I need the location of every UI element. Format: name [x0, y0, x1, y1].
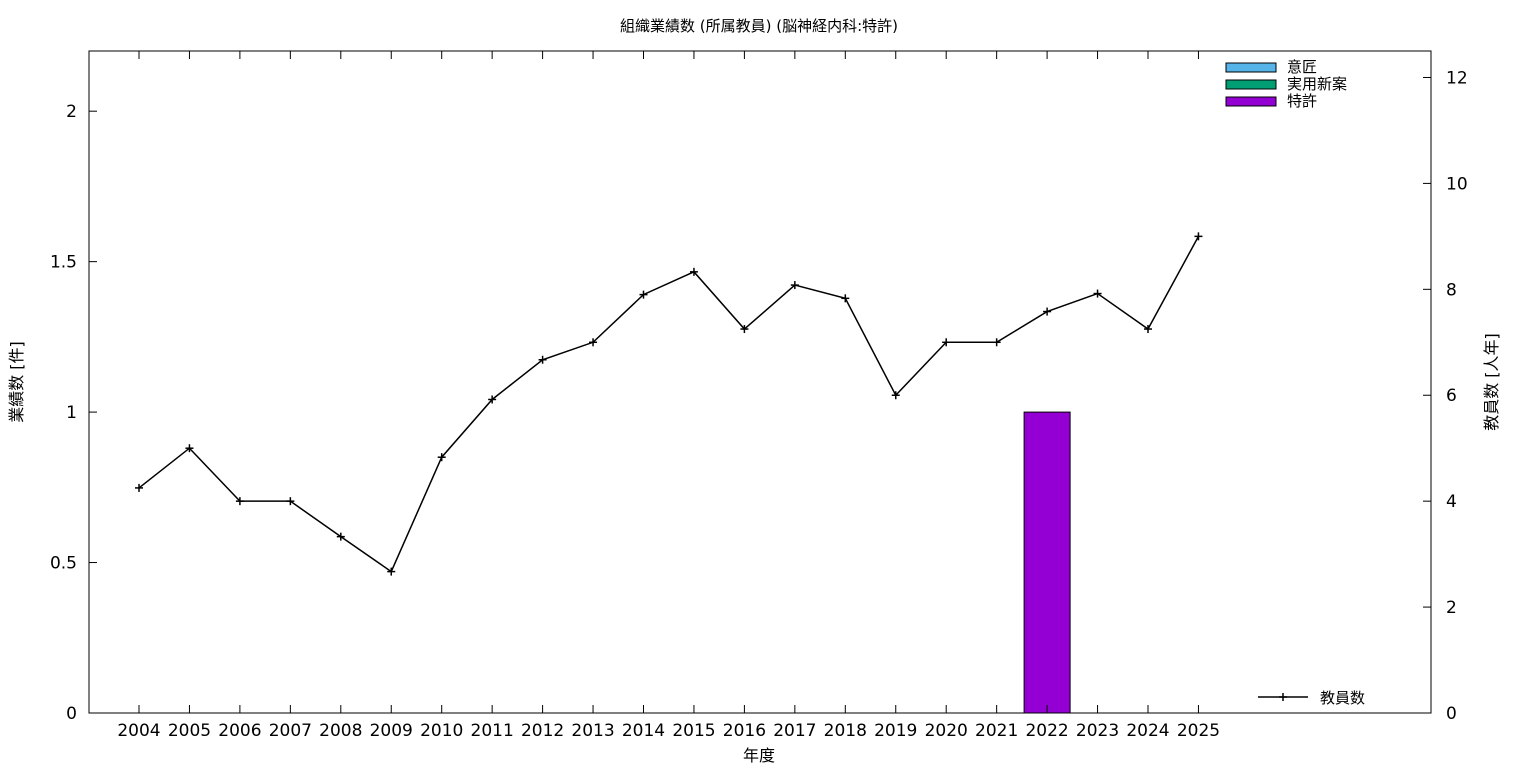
- x-tick-label: 2023: [1076, 721, 1119, 741]
- legend-line: 教員数: [1258, 689, 1365, 707]
- x-tick-label: 2008: [319, 721, 362, 741]
- legend-line-label: 教員数: [1320, 689, 1365, 707]
- plot-frame: [88, 50, 1432, 714]
- line-point: [235, 497, 244, 506]
- y-tick-label-right: 0: [1446, 704, 1457, 724]
- x-tick-label: 2022: [1025, 721, 1068, 741]
- y-axis-label-left: 業績数 [件]: [7, 341, 26, 423]
- line-point: [185, 444, 194, 453]
- x-tick-label: 2011: [471, 721, 514, 741]
- x-tick-label: 2015: [672, 721, 715, 741]
- x-tick-label: 2013: [571, 721, 614, 741]
- line-point: [538, 355, 547, 364]
- y-tick-label-left: 1: [66, 403, 77, 423]
- line-point: [790, 281, 799, 290]
- x-tick-label: 2016: [723, 721, 766, 741]
- x-tick-label: 2010: [420, 721, 463, 741]
- line-point: [1144, 325, 1152, 334]
- line-point: [841, 294, 850, 303]
- line-point: [942, 338, 951, 347]
- x-tick-label: 2019: [874, 721, 917, 741]
- y-tick-label-right: 10: [1446, 174, 1468, 194]
- x-axis: 2004 2005 2006 2007 2008 2009 2010 2011 2012 2013…: [117, 51, 1220, 741]
- line-point: [740, 325, 749, 334]
- legend-label: 意匠: [1287, 58, 1317, 76]
- x-tick-label: 2005: [168, 721, 211, 741]
- line-point: [992, 338, 1001, 347]
- y-tick-label-right: 2: [1446, 598, 1457, 618]
- y-tick-label-left: 1.5: [50, 253, 77, 273]
- line-series-path: [138, 236, 1200, 573]
- y-tick-label-right: 8: [1446, 280, 1457, 300]
- line-point: [1194, 232, 1203, 241]
- line-point: [488, 395, 497, 404]
- chart-title: 組織業績数 (所属教員) (脳神経内科:特許): [620, 17, 898, 35]
- y-tick-label-right: 4: [1446, 492, 1457, 512]
- y-axis-label-right: 教員数 [人年]: [1482, 333, 1501, 431]
- line-point: [891, 391, 900, 400]
- bar-layer: [1023, 411, 1071, 714]
- x-axis-label: 年度: [743, 746, 775, 765]
- legend-label: 実用新案: [1287, 75, 1347, 93]
- y-tick-label-right: 6: [1446, 386, 1457, 406]
- line-point: [1093, 289, 1102, 298]
- y-tick-label-right: 12: [1446, 68, 1468, 88]
- legend-swatch: [1225, 62, 1277, 73]
- line-point: [639, 290, 648, 299]
- x-tick-label: 2014: [622, 721, 665, 741]
- x-tick-label: 2017: [773, 721, 816, 741]
- line-point: [387, 567, 396, 576]
- line-point: [135, 483, 143, 492]
- y-tick-label-left: 2: [66, 102, 77, 122]
- line-point: [437, 453, 446, 462]
- y-tick-label-left: 0.5: [50, 554, 77, 574]
- line-layer: [135, 232, 1203, 576]
- x-tick-label: 2021: [975, 721, 1018, 741]
- line-point: [589, 338, 598, 347]
- x-tick-label: 2024: [1126, 721, 1169, 741]
- legend-label: 特許: [1287, 92, 1317, 110]
- bar: [1023, 411, 1071, 714]
- y-tick-label-left: 0: [66, 704, 77, 724]
- x-tick-label: 2012: [521, 721, 564, 741]
- line-point: [1043, 307, 1052, 316]
- legend-swatch: [1225, 96, 1277, 107]
- x-tick-label: 2025: [1177, 721, 1220, 741]
- x-tick-label: 2004: [117, 721, 160, 741]
- x-tick-label: 2009: [370, 721, 413, 741]
- x-tick-label: 2018: [824, 721, 867, 741]
- line-point: [336, 532, 345, 541]
- legend-swatch: [1225, 79, 1277, 90]
- y-axis-left: 0 0.5 1 1.5 2: [50, 102, 97, 724]
- line-point: [286, 497, 295, 506]
- x-tick-label: 2020: [925, 721, 968, 741]
- y-axis-right: 0 2 4 6 8 10 12: [1423, 68, 1468, 724]
- x-tick-label: 2007: [269, 721, 312, 741]
- x-tick-label: 2006: [218, 721, 261, 741]
- line-point: [689, 267, 698, 276]
